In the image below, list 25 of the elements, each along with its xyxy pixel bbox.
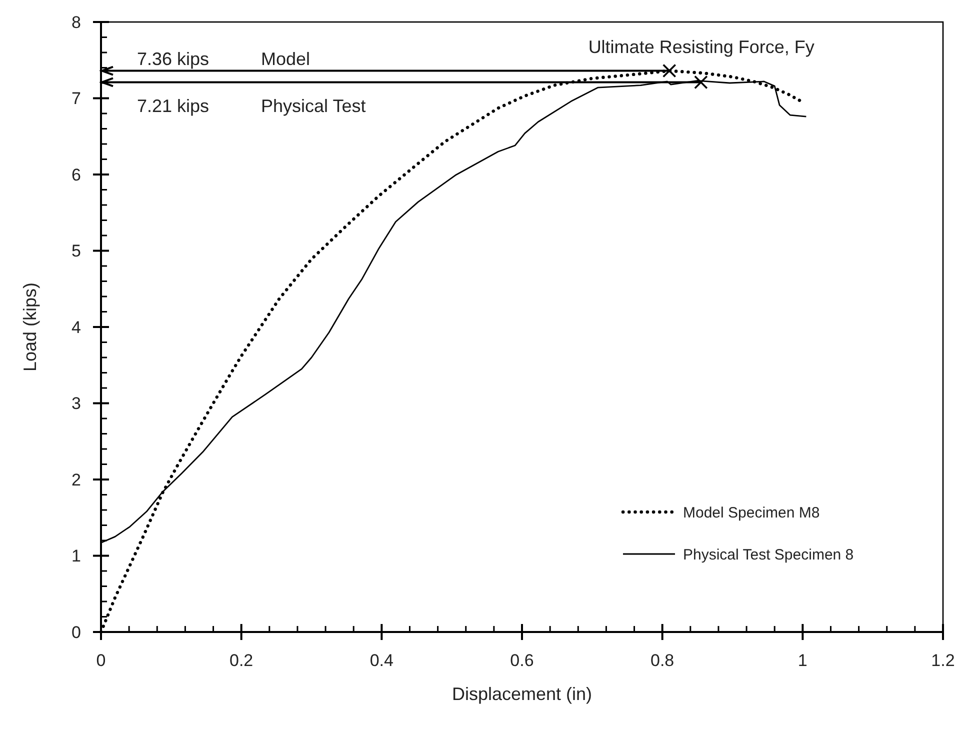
x-tick-label: 0.6 bbox=[510, 651, 534, 670]
y-tick-label: 2 bbox=[72, 470, 81, 490]
annotation: Model bbox=[261, 48, 310, 69]
y-tick-label: 1 bbox=[72, 546, 81, 566]
y-tick-label: 7 bbox=[72, 89, 81, 108]
legend-label: Model Specimen M8 bbox=[683, 504, 820, 522]
y-tick-label: 4 bbox=[72, 318, 81, 337]
y-axis-title: Load (kips) bbox=[20, 282, 40, 372]
x-tick-label: 0.8 bbox=[650, 651, 674, 670]
y-tick-label: 0 bbox=[72, 622, 81, 642]
y-tick-label: 6 bbox=[72, 165, 81, 184]
x-axis-title: Displacement (in) bbox=[452, 684, 592, 704]
y-tick-label: 8 bbox=[72, 12, 81, 32]
x-tick-label: 1 bbox=[798, 651, 808, 670]
x-tick-label: 0 bbox=[96, 651, 106, 670]
x-tick-label: 0.4 bbox=[370, 651, 394, 670]
legend-label: Physical Test Specimen 8 bbox=[683, 546, 854, 564]
annotation: 7.36 kips bbox=[137, 48, 210, 69]
y-tick-label: 5 bbox=[72, 242, 81, 261]
annotation: 7.21 kips bbox=[137, 96, 210, 116]
y-tick-label: 3 bbox=[72, 394, 81, 414]
annotation: Physical Test bbox=[261, 96, 366, 116]
annotation: Ultimate Resisting Force, Fy bbox=[588, 36, 814, 57]
x-tick-label: 0.2 bbox=[230, 651, 254, 670]
x-tick-label: 1.2 bbox=[931, 651, 955, 670]
